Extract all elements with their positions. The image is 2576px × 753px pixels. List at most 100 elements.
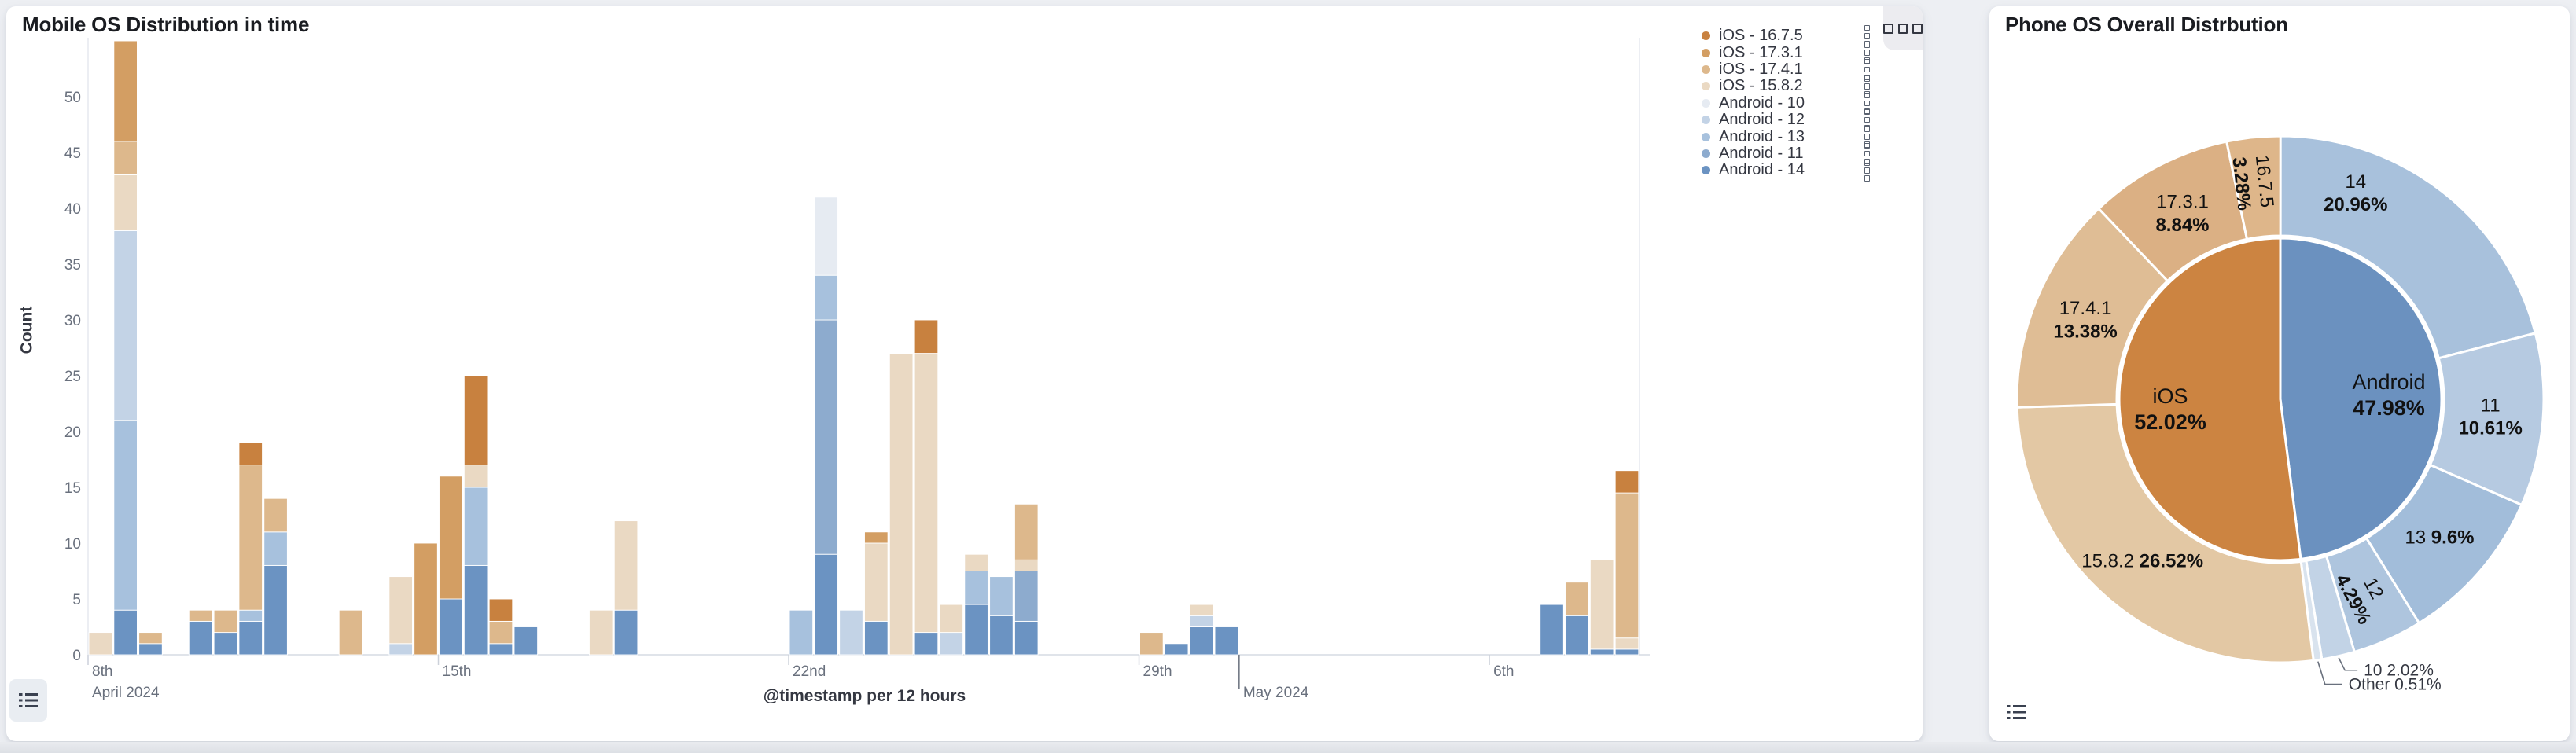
panel-options-button[interactable] bbox=[1883, 6, 1923, 50]
legend-item-and_10[interactable]: Android - 10 bbox=[1702, 92, 1871, 115]
bar-segment-and_13[interactable] bbox=[964, 571, 988, 605]
bar-segment-ios_15_8_2[interactable] bbox=[1589, 559, 1614, 650]
bar-segment-and_14[interactable] bbox=[1565, 615, 1589, 656]
bar-segment-and_14[interactable] bbox=[138, 643, 163, 656]
bar-segment-ios_17_4_1[interactable] bbox=[1014, 503, 1039, 560]
bar-segment-and_10[interactable] bbox=[814, 197, 838, 276]
legend-toggle-button-right[interactable] bbox=[2000, 696, 2032, 728]
bar-segment-ios_17_4_1[interactable] bbox=[1139, 632, 1164, 656]
sunburst-chart[interactable]: iOS 52.02% Android 47.98% 14 20.96% 11 10.61% 13… bbox=[1989, 6, 2570, 741]
bar-segment-and_11[interactable] bbox=[1014, 571, 1039, 622]
legend-item-and_14[interactable]: Android - 14 bbox=[1702, 160, 1871, 182]
bar-segment-and_14[interactable] bbox=[814, 553, 838, 656]
pie-slice-14[interactable] bbox=[2279, 134, 2537, 360]
bar-segment-ios_16_7_5[interactable] bbox=[1614, 470, 1639, 494]
bar-segment-ios_17_3_1[interactable] bbox=[414, 542, 438, 656]
bar-segment-and_14[interactable] bbox=[463, 564, 488, 656]
legend-label[interactable]: iOS - 15.8.2 bbox=[1719, 77, 1803, 95]
stacked-bar-chart[interactable]: 0 5 10 15 20 25 30 35 40 45 50 8th April 2024 15th 22n… bbox=[53, 30, 1658, 714]
bar-segment-ios_15_8_2[interactable] bbox=[1014, 559, 1039, 571]
bar-segment-ios_15_8_2[interactable] bbox=[388, 576, 413, 645]
legend-item-ios_17_4_1[interactable]: iOS - 17.4.1 bbox=[1702, 58, 1871, 81]
bar-segment-ios_15_8_2[interactable] bbox=[613, 520, 638, 611]
bar-segment-and_14[interactable] bbox=[1164, 643, 1189, 656]
bar-segment-and_14[interactable] bbox=[964, 604, 988, 656]
legend-item-ios_17_3_1[interactable]: iOS - 17.3.1 bbox=[1702, 42, 1871, 64]
legend-item-and_11[interactable]: Android - 11 bbox=[1702, 142, 1871, 165]
bar-segment-and_14[interactable] bbox=[864, 620, 889, 656]
bar-segment-ios_15_8_2[interactable] bbox=[88, 632, 113, 656]
bar-segment-ios_17_4_1[interactable] bbox=[263, 498, 288, 533]
bar-segment-and_14[interactable] bbox=[213, 632, 238, 656]
bar-segment-ios_15_8_2[interactable] bbox=[939, 604, 964, 634]
legend-item-ios_15_8_2[interactable]: iOS - 15.8.2 bbox=[1702, 75, 1871, 97]
bar-segment-and_14[interactable] bbox=[989, 615, 1014, 656]
bar-segment-and_13[interactable] bbox=[238, 609, 263, 622]
pie-slice-Android[interactable] bbox=[2279, 237, 2443, 560]
legend-label[interactable]: iOS - 17.4.1 bbox=[1719, 60, 1803, 78]
bar-segment-ios_15_8_2[interactable] bbox=[589, 609, 613, 656]
bar-segment-ios_15_8_2[interactable] bbox=[889, 353, 914, 656]
bar-segment-and_14[interactable] bbox=[439, 598, 463, 656]
legend-toggle-button[interactable] bbox=[9, 679, 47, 722]
bar-segment-and_12[interactable] bbox=[839, 609, 863, 656]
bar-segment-ios_17_4_1[interactable] bbox=[213, 609, 238, 634]
bar-segment-ios_17_4_1[interactable] bbox=[338, 609, 363, 656]
bar-segment-ios_16_7_5[interactable] bbox=[914, 319, 939, 354]
bar-segment-ios_17_4_1[interactable] bbox=[238, 465, 263, 611]
bar-segment-and_14[interactable] bbox=[113, 609, 138, 656]
bar-segment-and_13[interactable] bbox=[989, 576, 1014, 616]
bar-segment-ios_16_7_5[interactable] bbox=[488, 598, 513, 622]
bar-segment-ios_16_7_5[interactable] bbox=[463, 375, 488, 466]
bar-segment-and_14[interactable] bbox=[1189, 626, 1214, 656]
bar-segment-ios_17_3_1[interactable] bbox=[439, 476, 463, 600]
bar-segment-and_14[interactable] bbox=[238, 620, 263, 656]
legend-item-ios_16_7_5[interactable]: iOS - 16.7.5 bbox=[1702, 24, 1871, 47]
bar-segment-and_14[interactable] bbox=[1014, 620, 1039, 656]
bar-segment-and_13[interactable] bbox=[814, 274, 838, 321]
legend-label[interactable]: Android - 11 bbox=[1719, 144, 1804, 162]
bar-segment-and_14[interactable] bbox=[1214, 626, 1239, 656]
bar-segment-ios_17_4_1[interactable] bbox=[113, 141, 138, 175]
bar-segment-ios_15_8_2[interactable] bbox=[463, 465, 488, 488]
legend-label[interactable]: Android - 13 bbox=[1719, 127, 1805, 145]
bar-segment-ios_15_8_2[interactable] bbox=[113, 174, 138, 231]
legend-label[interactable]: Android - 12 bbox=[1719, 111, 1805, 129]
bar-segment-ios_17_4_1[interactable] bbox=[1565, 582, 1589, 616]
bar-segment-and_12[interactable] bbox=[1189, 615, 1214, 627]
bar-segment-and_13[interactable] bbox=[113, 420, 138, 611]
bar-segment-ios_15_8_2[interactable] bbox=[914, 353, 939, 634]
legend-label[interactable]: iOS - 16.7.5 bbox=[1719, 27, 1803, 45]
bar-segment-ios_17_4_1[interactable] bbox=[1614, 492, 1639, 639]
bar-segment-and_13[interactable] bbox=[463, 487, 488, 566]
pie-slice-15.8.2[interactable] bbox=[2015, 402, 2315, 664]
bar-segment-and_12[interactable] bbox=[113, 230, 138, 421]
bar-segment-ios_17_3_1[interactable] bbox=[864, 531, 889, 544]
boxes-vertical-icon[interactable] bbox=[1863, 158, 1872, 183]
bar-segment-ios_15_8_2[interactable] bbox=[1614, 637, 1639, 650]
bar-segment-ios_17_4_1[interactable] bbox=[138, 632, 163, 645]
boxes-vertical-icon[interactable] bbox=[1863, 24, 1872, 49]
bar-segment-ios_17_4_1[interactable] bbox=[488, 620, 513, 645]
bar-segment-and_14[interactable] bbox=[1589, 648, 1614, 656]
bar-segment-and_13[interactable] bbox=[789, 609, 814, 656]
bar-segment-ios_15_8_2[interactable] bbox=[864, 542, 889, 622]
bar-segment-ios_15_8_2[interactable] bbox=[1189, 604, 1214, 616]
bar-segment-and_14[interactable] bbox=[263, 564, 288, 656]
bar-segment-and_14[interactable] bbox=[513, 626, 539, 656]
bar-segment-and_14[interactable] bbox=[188, 620, 213, 656]
bar-segment-and_14[interactable] bbox=[613, 609, 638, 656]
bar-segment-and_12[interactable] bbox=[939, 632, 964, 656]
bar-segment-and_14[interactable] bbox=[914, 632, 939, 656]
bar-segment-and_12[interactable] bbox=[388, 643, 413, 656]
legend-label[interactable]: Android - 10 bbox=[1719, 94, 1805, 112]
legend-item-and_13[interactable]: Android - 13 bbox=[1702, 126, 1871, 148]
bar-segment-and_14[interactable] bbox=[1614, 648, 1639, 656]
bar-segment-ios_16_7_5[interactable] bbox=[238, 442, 263, 466]
bar-segment-and_14[interactable] bbox=[1540, 604, 1564, 656]
legend-label[interactable]: iOS - 17.3.1 bbox=[1719, 43, 1803, 61]
bar-segment-ios_17_3_1[interactable] bbox=[113, 40, 138, 142]
bar-segment-and_14[interactable] bbox=[488, 643, 513, 656]
legend-label[interactable]: Android - 14 bbox=[1719, 161, 1805, 179]
bar-segment-and_13[interactable] bbox=[263, 531, 288, 566]
